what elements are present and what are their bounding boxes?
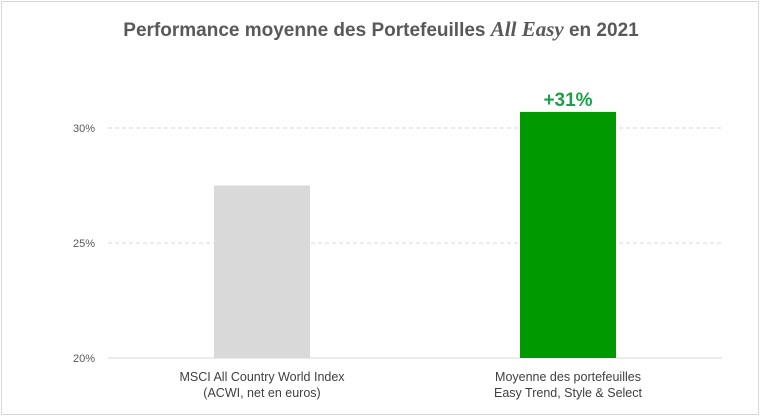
y-tick-label: 30% xyxy=(73,123,95,135)
x-tick-label: MSCI All Country World Index xyxy=(179,370,345,384)
title-emphasis: All Easy xyxy=(490,17,564,41)
x-tick-label: Easy Trend, Style & Select xyxy=(494,386,643,400)
y-tick-label: 20% xyxy=(73,353,95,365)
bar xyxy=(520,111,616,359)
x-tick-label: Moyenne des portefeuilles xyxy=(495,370,641,384)
data-label: +31% xyxy=(543,90,592,111)
chart-title: Performance moyenne des Portefeuilles Al… xyxy=(0,17,762,42)
title-text-after: en 2021 xyxy=(563,20,639,41)
x-tick-label: (ACWI, net en euros) xyxy=(203,386,320,400)
y-tick-label: 25% xyxy=(73,238,95,250)
title-text-before: Performance moyenne des Portefeuilles xyxy=(123,20,491,41)
bar xyxy=(214,185,310,358)
